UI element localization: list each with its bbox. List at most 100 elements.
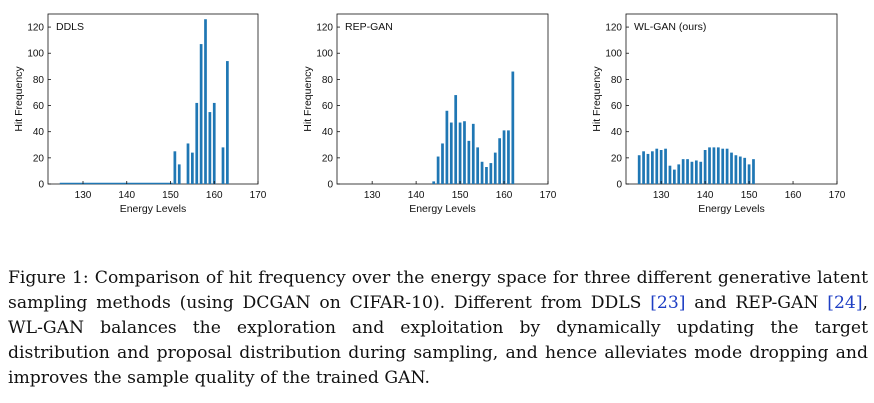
bar	[668, 165, 672, 184]
x-tick-label: 130	[364, 190, 381, 201]
bar	[730, 152, 733, 184]
y-tick-label: 20	[322, 153, 334, 164]
bar	[489, 163, 493, 184]
bar	[690, 161, 694, 184]
caption-text-3: , WL-GAN balances the exploration and ex…	[8, 293, 869, 388]
y-tick-label: 40	[322, 127, 334, 138]
bar	[480, 161, 484, 184]
bar	[199, 44, 203, 185]
chart-title: WL-GAN (ours)	[634, 21, 706, 33]
citation-rep-gan[interactable]: [24]	[827, 293, 863, 313]
y-tick-label: 20	[33, 153, 45, 164]
y-tick-label: 60	[611, 101, 623, 112]
x-tick-label: 130	[653, 190, 670, 201]
y-tick-label: 0	[327, 180, 333, 191]
bar	[441, 143, 444, 184]
bar	[445, 110, 449, 184]
bar	[655, 148, 659, 184]
y-tick-label: 80	[33, 75, 45, 86]
x-axis-label: Energy Levels	[698, 203, 765, 215]
bar	[659, 150, 663, 184]
bar	[743, 157, 747, 184]
bar	[449, 122, 453, 184]
x-axis-label: Energy Levels	[120, 203, 187, 215]
caption-label: Figure 1:	[8, 268, 89, 288]
chart-title: DDLS	[56, 21, 84, 33]
caption-text-1: Comparison of hit frequency over the ene…	[8, 268, 868, 313]
x-tick-label: 170	[829, 190, 846, 201]
y-axis-label: Hit Frequency	[302, 66, 314, 132]
y-axis-label: Hit Frequency	[591, 66, 603, 132]
bar	[747, 164, 751, 184]
bar	[699, 161, 703, 184]
y-tick-label: 80	[611, 75, 623, 86]
bar	[511, 71, 515, 184]
bar	[686, 159, 689, 184]
y-tick-label: 100	[316, 49, 333, 60]
bar	[672, 169, 676, 184]
x-tick-label: 140	[697, 190, 714, 201]
bar	[471, 123, 475, 184]
chart-title: REP-GAN	[345, 21, 393, 33]
bar	[186, 143, 190, 184]
bar	[677, 164, 681, 184]
y-tick-label: 40	[611, 127, 623, 138]
y-tick-label: 0	[38, 180, 44, 191]
figure-caption: Figure 1: Comparison of hit frequency ov…	[8, 266, 868, 391]
chart-panel-2: 130 140 150 160 170 0 20 40 60 80 100 120 REP-GAN Ene…	[302, 13, 557, 215]
bar	[177, 164, 181, 184]
bar	[467, 140, 471, 184]
citation-ddls[interactable]: [23]	[650, 293, 686, 313]
y-tick-label: 60	[322, 101, 334, 112]
bar	[651, 151, 654, 184]
bar	[637, 155, 641, 184]
bar	[226, 61, 229, 185]
bar	[708, 147, 711, 184]
bar	[502, 130, 506, 184]
bar	[476, 147, 480, 184]
caption-text-2: and REP-GAN	[685, 293, 828, 313]
x-tick-label: 130	[75, 190, 92, 201]
y-tick-label: 120	[27, 23, 44, 34]
y-tick-label: 120	[605, 23, 622, 34]
bar	[212, 102, 216, 184]
bar	[664, 148, 667, 184]
bar	[507, 130, 510, 184]
chart-panel-1: 130 140 150 160 170 0 20 40 60 80 100 120 DDLS Energy…	[13, 13, 267, 215]
bar	[463, 121, 466, 184]
y-tick-label: 60	[33, 101, 45, 112]
bar	[493, 152, 497, 184]
y-tick-label: 0	[616, 180, 622, 191]
y-tick-label: 100	[605, 49, 622, 60]
bar	[642, 151, 645, 184]
bar	[725, 148, 729, 184]
x-tick-label: 170	[540, 190, 557, 201]
y-tick-label: 120	[316, 23, 333, 34]
bar	[721, 148, 725, 184]
bar	[738, 156, 742, 184]
bar	[752, 159, 755, 184]
chart-panel-3: 130 140 150 160 170 0 20 40 60 80 100 120 WL-GAN (ou…	[591, 13, 846, 215]
bar	[716, 147, 720, 184]
x-tick-label: 160	[206, 190, 223, 201]
x-tick-label: 140	[118, 190, 135, 201]
bar	[485, 167, 488, 184]
bar	[191, 152, 194, 184]
x-tick-label: 150	[162, 190, 179, 201]
bar	[195, 102, 199, 184]
bar	[454, 95, 458, 184]
bar	[498, 138, 502, 184]
bar	[694, 160, 698, 184]
y-tick-label: 20	[611, 153, 623, 164]
bar	[173, 151, 177, 184]
x-axis-label: Energy Levels	[409, 203, 476, 215]
bar	[703, 150, 707, 184]
bar	[208, 112, 212, 184]
y-axis-label: Hit Frequency	[13, 66, 25, 132]
bar	[204, 19, 207, 184]
bar	[646, 153, 650, 184]
y-tick-label: 80	[322, 75, 334, 86]
bar	[734, 155, 738, 184]
y-tick-label: 40	[33, 127, 45, 138]
bar	[436, 156, 440, 184]
